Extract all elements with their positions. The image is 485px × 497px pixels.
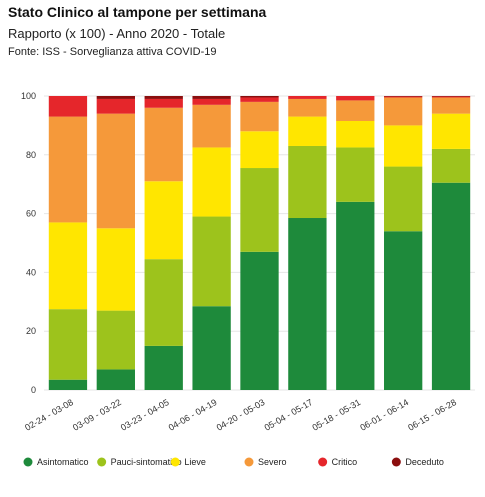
legend-marker	[318, 457, 328, 467]
y-tick-label: 60	[26, 209, 36, 219]
bar-segment	[431, 96, 471, 97]
bar-segment	[240, 168, 279, 252]
bar-segment	[240, 101, 279, 132]
bar-segment	[96, 228, 135, 311]
bar-segment	[336, 96, 375, 101]
bar-segment	[336, 201, 375, 390]
bar-segment	[384, 96, 423, 97]
bar-segment	[336, 100, 375, 121]
bar-segment	[288, 218, 327, 390]
x-tick-label: 04-06 - 04-19	[167, 397, 219, 433]
bar-segment	[431, 97, 471, 114]
bar-segment	[288, 98, 327, 117]
bar-segment	[48, 222, 88, 310]
bar-segment	[240, 251, 279, 390]
legend-label: Lieve	[184, 457, 206, 467]
bar-segment	[48, 116, 88, 223]
bar-segment	[144, 345, 183, 390]
y-tick-label: 0	[31, 385, 36, 395]
y-tick-label: 80	[26, 150, 36, 160]
chart-title: Stato Clinico al tampone per settimana	[8, 4, 267, 20]
bar-segment	[144, 181, 183, 260]
bar-segment	[240, 97, 279, 102]
legend-label: Deceduto	[405, 457, 444, 467]
bar-segment	[336, 147, 375, 202]
bar-segment	[384, 96, 423, 98]
bar-segment	[192, 98, 231, 105]
bar-segment	[336, 120, 375, 148]
y-tick-label: 100	[21, 91, 36, 101]
bar-segment	[288, 145, 327, 219]
bar-segment	[192, 306, 231, 390]
x-tick-label: 05-04 - 05-17	[263, 397, 315, 433]
bar-segment	[192, 147, 231, 217]
legend-label: Pauci-sintomatico	[111, 457, 182, 467]
bar-segment	[144, 98, 183, 108]
bar-segment	[96, 98, 135, 114]
bar-segment	[48, 96, 88, 117]
x-tick-label: 03-09 - 03-22	[71, 397, 123, 433]
legend-marker	[170, 457, 180, 467]
legend-marker	[23, 457, 33, 467]
bar-segment	[48, 309, 88, 380]
x-tick-label: 06-15 - 06-28	[406, 397, 458, 433]
bar-segment	[192, 216, 231, 307]
chart-source: Fonte: ISS - Sorveglianza attiva COVID-1…	[8, 46, 217, 58]
x-tick-label: 05-18 - 05-31	[310, 397, 362, 433]
bar-segment	[431, 148, 471, 183]
bar-segment	[96, 310, 135, 370]
bar-segment	[431, 113, 471, 149]
legend-marker	[391, 457, 401, 467]
legend-label: Asintomatico	[37, 457, 89, 467]
y-tick-label: 40	[26, 267, 36, 277]
legend-marker	[97, 457, 107, 467]
bar-segment	[96, 113, 135, 229]
bar-segment	[240, 96, 279, 98]
bar-segment	[288, 96, 327, 99]
x-tick-label: 02-24 - 03-08	[23, 397, 75, 433]
bar-segment	[96, 369, 135, 390]
x-tick-label: 03-23 - 04-05	[119, 397, 171, 433]
bar-segment	[240, 131, 279, 169]
chart-subtitle: Rapporto (x 100) - Anno 2020 - Totale	[8, 26, 226, 41]
bar-segment	[48, 379, 88, 390]
bar-segment	[384, 166, 423, 232]
bar-segment	[288, 116, 327, 146]
bar-segment	[384, 125, 423, 167]
bar-segment	[144, 107, 183, 182]
bar-segment	[96, 96, 135, 99]
x-tick-label: 04-20 - 05-03	[215, 397, 267, 433]
bar-segment	[192, 96, 231, 99]
bar-segment	[384, 97, 423, 126]
bar-segment	[144, 259, 183, 346]
y-tick-label: 20	[26, 326, 36, 336]
legend-label: Severo	[258, 457, 287, 467]
legend-marker	[244, 457, 254, 467]
legend-label: Critico	[332, 457, 358, 467]
bar-segment	[144, 96, 183, 99]
x-tick-label: 06-01 - 06-14	[358, 397, 410, 433]
bar-segment	[431, 182, 471, 390]
bar-segment	[431, 96, 471, 98]
bar-segment	[192, 104, 231, 148]
bar-segment	[384, 231, 423, 390]
